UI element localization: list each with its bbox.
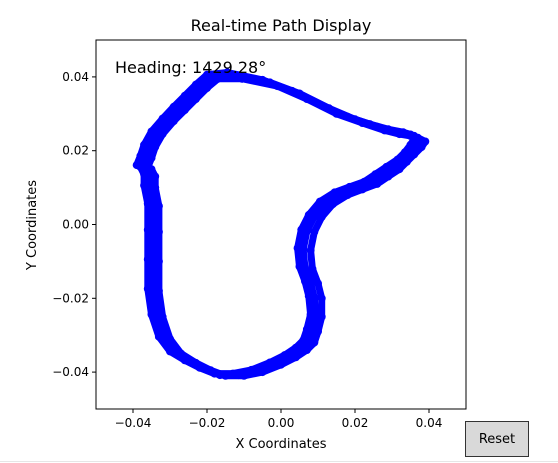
- path-point: [308, 264, 317, 273]
- path-point: [136, 151, 145, 160]
- x-tick-label: −0.04: [115, 416, 152, 430]
- path-point: [140, 140, 149, 149]
- path-point: [143, 255, 152, 264]
- path-line-2: [138, 71, 424, 379]
- path-point: [180, 91, 189, 100]
- path-series: [132, 68, 430, 380]
- path-point: [384, 125, 393, 134]
- path-point: [317, 294, 326, 303]
- path-point: [223, 68, 232, 77]
- path-point: [265, 358, 274, 367]
- path-point: [169, 102, 178, 111]
- path-point: [315, 197, 324, 206]
- path-point: [191, 80, 200, 89]
- y-axis-ticks: −0.04 −0.02 0.00 0.02 0.04: [52, 70, 96, 379]
- x-tick-label: 0.02: [342, 416, 369, 430]
- path-point: [393, 155, 402, 164]
- path-point: [147, 310, 156, 319]
- path-point: [195, 363, 204, 372]
- path-point: [228, 369, 237, 378]
- path-point: [140, 170, 149, 179]
- path-point: [306, 246, 315, 255]
- path-point: [288, 86, 297, 95]
- path-point: [295, 262, 304, 271]
- path-point: [166, 347, 174, 356]
- path-point: [293, 244, 302, 253]
- path-point: [203, 70, 211, 79]
- path-point: [140, 181, 149, 190]
- x-tick-label: 0.04: [416, 416, 443, 430]
- path-point: [143, 199, 152, 208]
- y-axis-label: Y Coordinates: [25, 180, 40, 271]
- chart-title: Real-time Path Display: [191, 16, 372, 35]
- path-point: [399, 128, 408, 137]
- path-point: [304, 210, 313, 219]
- path-point: [291, 343, 300, 352]
- x-tick-label: −0.02: [189, 416, 226, 430]
- path-point: [302, 325, 311, 334]
- path-point: [247, 365, 256, 374]
- path-point: [180, 356, 189, 365]
- path-point: [330, 188, 339, 197]
- path-point: [258, 75, 267, 84]
- y-tick-label: 0.04: [62, 70, 89, 84]
- path-point: [158, 114, 167, 123]
- path-point: [143, 225, 152, 234]
- path-point: [297, 225, 306, 234]
- path-point: [410, 134, 419, 143]
- reset-button[interactable]: Reset: [465, 421, 529, 457]
- x-axis-ticks: −0.04 −0.02 0.00 0.02 0.04: [115, 409, 443, 430]
- path-point: [400, 148, 409, 157]
- path-point: [280, 351, 289, 360]
- path-point: [306, 310, 315, 319]
- heading-readout: Heading: 1429.28°: [115, 58, 266, 77]
- y-tick-label: 0.02: [62, 144, 89, 158]
- path-point: [304, 292, 313, 301]
- path-point: [310, 227, 319, 236]
- path-point: [365, 120, 374, 129]
- y-tick-label: −0.04: [52, 365, 89, 379]
- path-point: [345, 182, 354, 191]
- x-tick-label: 0.00: [268, 416, 295, 430]
- path-line-1: [144, 75, 429, 380]
- path-point: [343, 112, 352, 121]
- path-point: [299, 336, 308, 345]
- path-point: [147, 127, 156, 136]
- y-tick-label: 0.00: [62, 218, 89, 232]
- path-point: [143, 284, 152, 293]
- y-tick-label: −0.02: [52, 291, 89, 305]
- path-point: [301, 277, 309, 286]
- path-point: [317, 101, 326, 110]
- path-point: [314, 279, 322, 288]
- path-point: [210, 369, 219, 378]
- x-axis-label: X Coordinates: [235, 437, 326, 452]
- path-point: [360, 177, 369, 186]
- path-point: [132, 161, 141, 170]
- window-bottom-edge: [0, 461, 558, 462]
- path-point: [154, 332, 163, 341]
- path-point: [406, 140, 415, 149]
- path-point: [371, 170, 380, 179]
- path-point: [382, 162, 391, 171]
